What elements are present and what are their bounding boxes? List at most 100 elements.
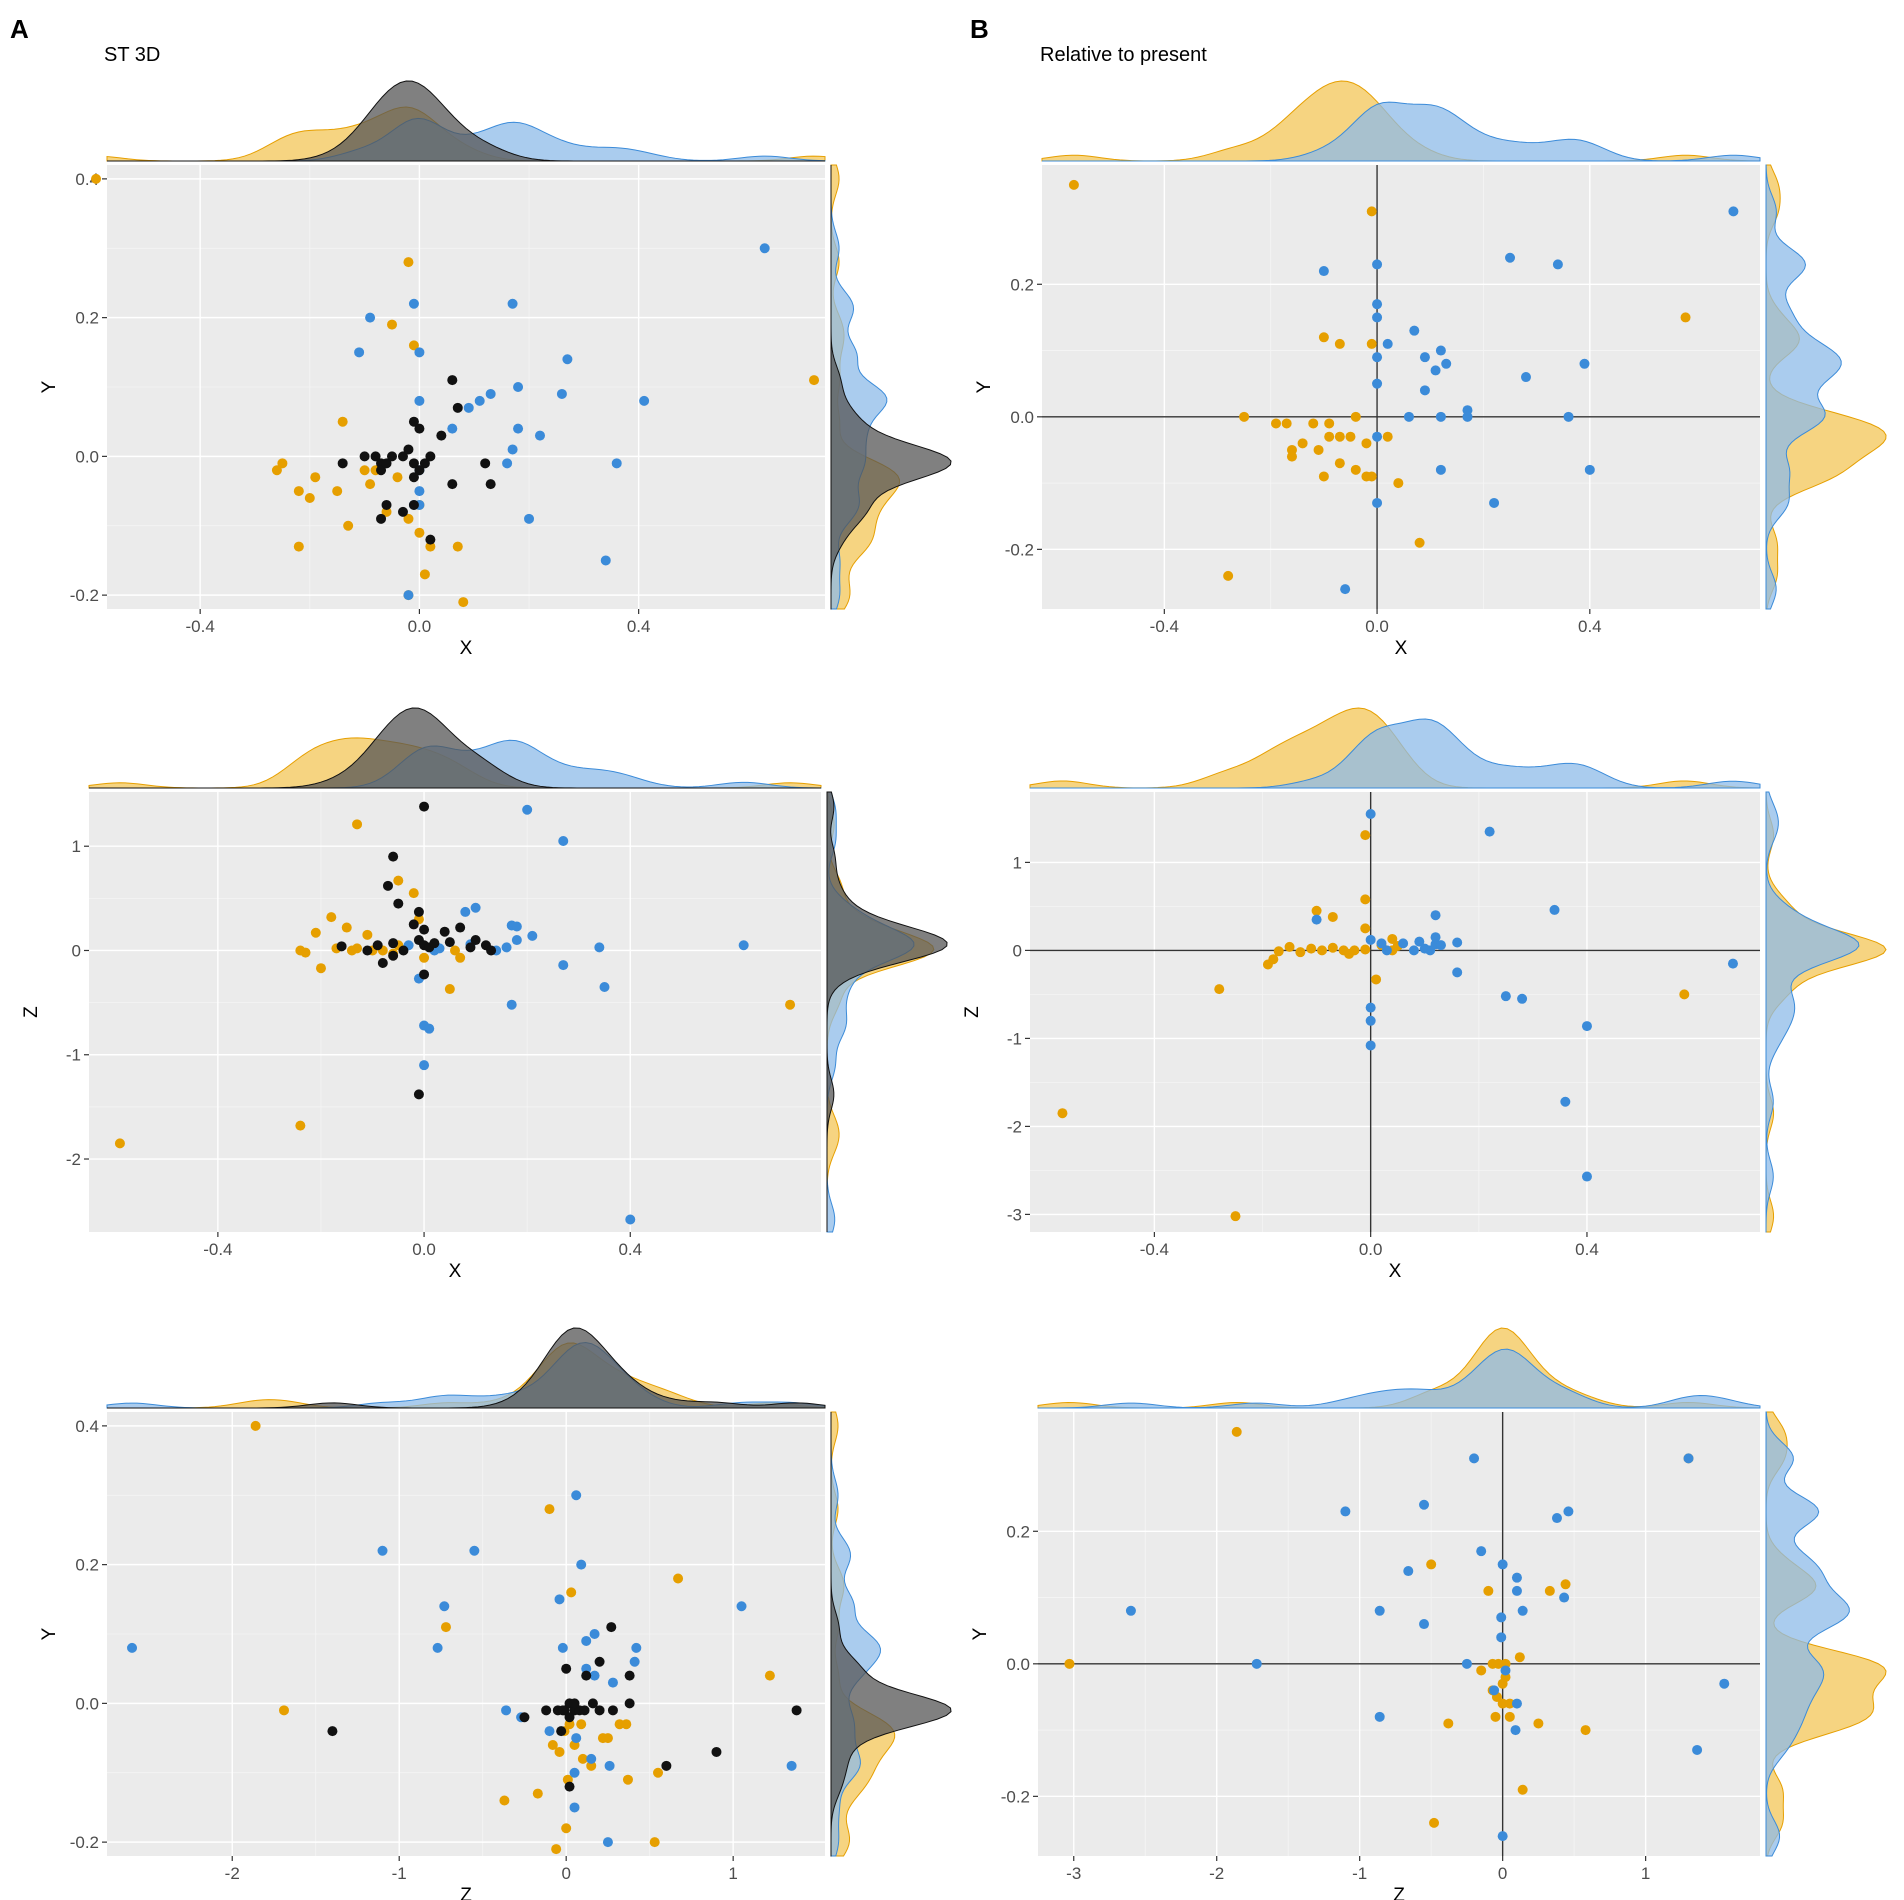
point-orange [295, 1120, 306, 1131]
plot-background [89, 792, 821, 1232]
point-orange [1281, 418, 1292, 429]
point-orange [1239, 411, 1250, 422]
x-tick-label: -2 [1209, 1864, 1224, 1883]
point-black [393, 898, 404, 909]
point-blue [469, 1545, 480, 1556]
point-orange [785, 999, 796, 1010]
point-orange [403, 513, 414, 524]
point-blue [1452, 937, 1463, 948]
point-black [480, 458, 491, 469]
point-orange [250, 1420, 261, 1431]
point-blue [1489, 1685, 1500, 1696]
point-orange [304, 493, 315, 503]
point-black [388, 950, 399, 961]
point-orange [1271, 418, 1282, 429]
point-blue [629, 1656, 640, 1667]
point-blue [377, 1545, 388, 1556]
y-tick-label: -0.2 [1001, 1787, 1030, 1806]
point-blue [1430, 932, 1441, 943]
x-tick-label: -1 [1352, 1864, 1367, 1883]
y-tick-label: -0.2 [1005, 540, 1034, 559]
point-orange [602, 1733, 613, 1744]
density-right-blue [1765, 1411, 1850, 1857]
y-tick-label: 0.2 [1006, 1522, 1030, 1541]
point-blue [511, 921, 522, 932]
y-tick-label: -2 [66, 1150, 81, 1169]
x-tick-label: -2 [225, 1864, 240, 1883]
point-black [425, 534, 436, 545]
point-blue [534, 430, 545, 441]
x-axis-title: X [460, 638, 473, 659]
point-orange [1324, 431, 1335, 442]
point-blue [1692, 1744, 1703, 1755]
point-blue [1365, 1002, 1376, 1013]
point-orange [1514, 1652, 1525, 1663]
point-orange [408, 888, 419, 899]
point-blue [460, 906, 471, 917]
point-orange [403, 257, 414, 268]
point-blue [581, 1635, 592, 1646]
x-tick-label: 0.0 [412, 1240, 436, 1259]
point-blue [736, 1601, 747, 1612]
point-black [429, 938, 440, 949]
point-black [486, 945, 497, 956]
point-orange [1350, 411, 1361, 422]
point-orange [653, 1767, 664, 1778]
point-orange [1560, 1579, 1571, 1590]
point-blue [1365, 809, 1376, 819]
point-blue [1469, 1453, 1480, 1464]
point-blue [1409, 325, 1420, 336]
point-orange [1504, 1698, 1515, 1709]
x-tick-label: 0 [561, 1864, 570, 1883]
point-orange [576, 1719, 587, 1730]
plots-layer: -0.4 0.0 0.4 -0.2 0.0 0.2 0.4 X Y -0.4 0.0 0.4 -0.2 0… [21, 80, 1887, 1900]
point-orange [365, 479, 376, 490]
point-orange [1517, 1784, 1528, 1795]
point-orange [586, 1760, 597, 1771]
point-blue [501, 942, 512, 953]
x-tick-label: 0.4 [618, 1240, 642, 1259]
density-top-black [107, 1327, 826, 1409]
point-blue [365, 312, 376, 323]
y-tick-label: 0.4 [75, 1417, 99, 1436]
point-blue [1372, 259, 1383, 270]
point-blue [1520, 372, 1531, 383]
point-orange [673, 1573, 684, 1584]
point-orange [1286, 451, 1297, 462]
point-blue [1511, 1572, 1522, 1583]
x-tick-label: 0.4 [1575, 1240, 1599, 1259]
point-black [388, 851, 399, 862]
point-blue [611, 458, 622, 469]
point-blue [447, 423, 458, 434]
point-orange [114, 1138, 125, 1149]
point-orange [1317, 945, 1327, 956]
point-black [419, 458, 430, 469]
point-blue [1462, 405, 1473, 416]
point-blue [1372, 299, 1383, 310]
point-blue [408, 298, 419, 309]
density-right-black [830, 1412, 952, 1857]
point-blue [1372, 431, 1383, 442]
point-orange [1366, 471, 1377, 482]
point-blue [1511, 1585, 1522, 1596]
y-tick-label: 0.0 [1010, 408, 1034, 427]
point-orange [1371, 974, 1382, 985]
point-blue [554, 1594, 565, 1605]
point-black [419, 924, 430, 935]
point-black [624, 1670, 635, 1681]
point-orange [271, 465, 282, 476]
point-orange [622, 1774, 633, 1785]
point-black [397, 451, 408, 462]
point-blue [1435, 464, 1446, 475]
point-blue [569, 1802, 580, 1813]
point-orange [1344, 948, 1355, 959]
point-orange [561, 1823, 572, 1834]
y-tick-label: -1 [1007, 1029, 1022, 1048]
point-blue [1500, 991, 1511, 1002]
point-orange [1360, 894, 1371, 905]
point-black [465, 942, 476, 953]
point-blue [1496, 1612, 1507, 1623]
point-blue [1551, 1513, 1562, 1524]
density-top-black [107, 80, 825, 162]
point-blue [558, 836, 569, 847]
